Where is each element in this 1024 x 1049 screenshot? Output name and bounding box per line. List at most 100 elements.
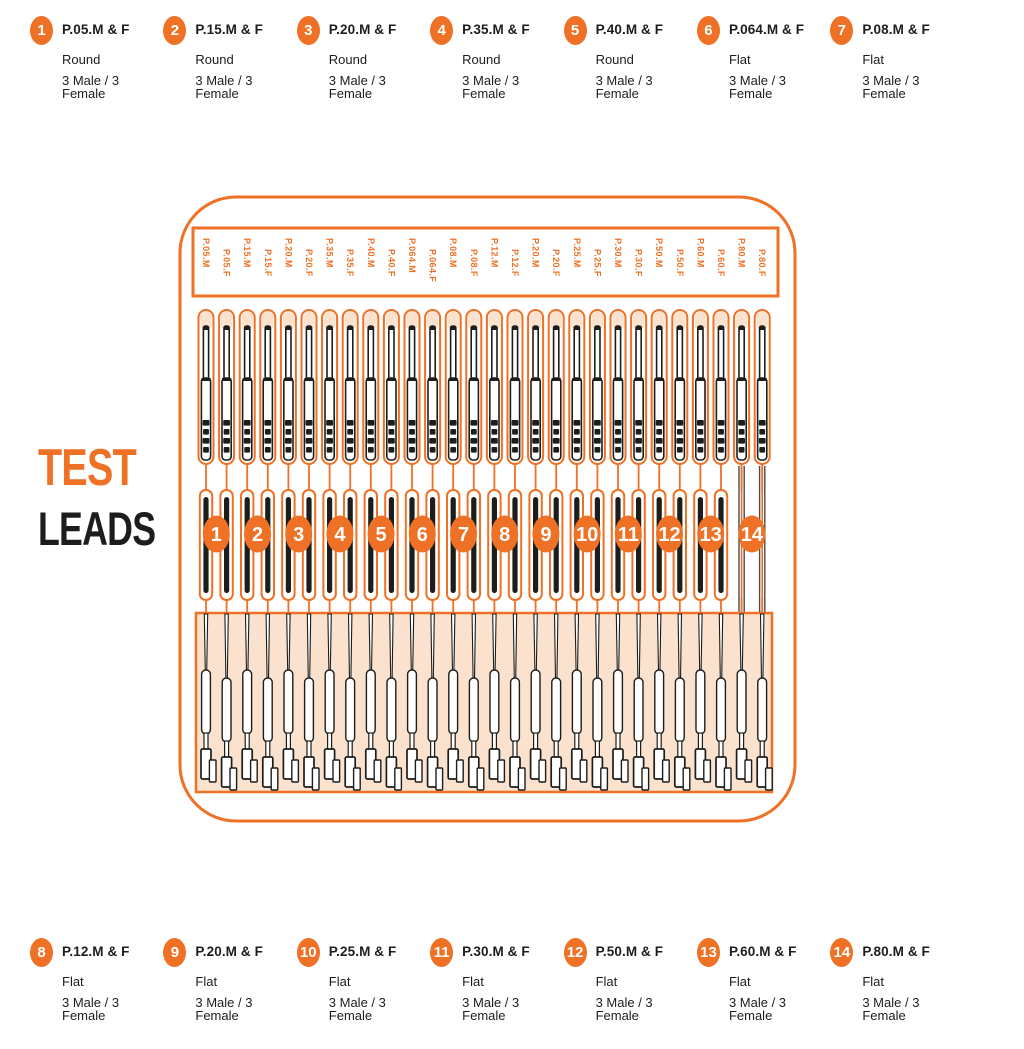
probe-sleeve bbox=[691, 309, 709, 465]
lead-shape: Flat bbox=[62, 973, 84, 989]
slot-label: P.064.M bbox=[407, 238, 417, 273]
pair-number-badge bbox=[244, 515, 271, 553]
part-number: P.60.M & F bbox=[728, 944, 797, 959]
connector-plug bbox=[488, 613, 506, 783]
pair-number: 9 bbox=[540, 524, 551, 546]
item-number-badge: 4 bbox=[430, 16, 454, 45]
probe-sleeve bbox=[671, 309, 689, 465]
probe-sleeve bbox=[238, 309, 256, 465]
connector-plug bbox=[756, 613, 773, 791]
lead-quantity: 3 Male / 3 Female bbox=[728, 994, 787, 1023]
slot-label: P.08.M bbox=[448, 238, 458, 268]
lead-quantity: 3 Male / 3 Female bbox=[62, 72, 120, 101]
slot-label: P.80.M bbox=[737, 238, 747, 268]
slot-label: P.30.M bbox=[613, 238, 623, 268]
pair-number-badge bbox=[491, 515, 519, 553]
item-number-badge: 9 bbox=[163, 938, 187, 967]
legend-item: 3 P.20.M & F Round 3 Male / 3 Female bbox=[296, 16, 430, 100]
probe-sleeve bbox=[259, 309, 277, 465]
part-number: P.50.M & F bbox=[595, 944, 664, 959]
probe-sleeve bbox=[733, 309, 751, 465]
lead-quantity: 3 Male / 3 Female bbox=[462, 72, 520, 101]
title-test: TEST bbox=[38, 439, 137, 497]
item-number-badge: 11 bbox=[430, 938, 454, 967]
item-number-badge: 12 bbox=[563, 938, 587, 967]
pair-number-badge bbox=[656, 515, 683, 553]
lead-shape: Round bbox=[328, 51, 368, 67]
lead-shape: Round bbox=[595, 51, 634, 67]
legend-item: 12 P.50.M & F Flat 3 Male / 3 Female bbox=[563, 938, 697, 1022]
connector-plug bbox=[447, 613, 464, 783]
pair-number-badge bbox=[450, 515, 477, 553]
lead-shape: Flat bbox=[862, 973, 885, 989]
legend-text: P.80.M & F Flat 3 Male / 3 Female bbox=[862, 938, 963, 1022]
slot-label: P.35.F bbox=[345, 249, 355, 277]
connector-plug bbox=[694, 613, 712, 783]
pair-number-badge bbox=[285, 515, 313, 553]
probe-sleeve bbox=[568, 309, 586, 465]
legend-item: 14 P.80.M & F Flat 3 Male / 3 Female bbox=[830, 938, 963, 1022]
item-number-badge: 7 bbox=[830, 16, 854, 45]
legend-item: 1 P.05.M & F Round 3 Male / 3 Female bbox=[30, 16, 163, 100]
probe-sleeve bbox=[218, 309, 236, 465]
connector-plug bbox=[673, 613, 691, 791]
connector-plug bbox=[529, 613, 547, 783]
connector-plug bbox=[200, 613, 217, 783]
legend-top-row: 1 P.05.M & F Round 3 Male / 3 Female 2 P… bbox=[30, 16, 964, 100]
item-number-badge: 6 bbox=[696, 16, 720, 45]
slot-label: P.20.M bbox=[283, 238, 293, 268]
lead-quantity: 3 Male / 3 Female bbox=[195, 994, 253, 1023]
pair-number-badge bbox=[367, 515, 395, 553]
probe-sleeve bbox=[547, 309, 565, 465]
slot-label: P.064.F bbox=[428, 249, 438, 282]
item-number-badge: 14 bbox=[830, 938, 854, 967]
lead-shape: Flat bbox=[195, 973, 218, 989]
legend-item: 4 P.35.M & F Round 3 Male / 3 Female bbox=[430, 16, 563, 100]
lead-shape: Flat bbox=[728, 973, 751, 989]
pair-number-badge bbox=[408, 515, 436, 553]
legend-item: 5 P.40.M & F Round 3 Male / 3 Female bbox=[563, 16, 697, 100]
pair-number-badge bbox=[532, 515, 560, 553]
connector-plug bbox=[282, 613, 300, 783]
pair-number: 14 bbox=[741, 524, 764, 546]
part-number: P.064.M & F bbox=[728, 22, 805, 37]
probe-sleeve bbox=[650, 309, 668, 465]
slot-label: P.30.F bbox=[634, 249, 644, 277]
legend-item: 13 P.60.M & F Flat 3 Male / 3 Female bbox=[696, 938, 830, 1023]
probe-sleeve bbox=[362, 309, 380, 465]
legend-text: P.50.M & F Flat 3 Male / 3 Female bbox=[596, 938, 697, 1022]
lead-quantity: 3 Male / 3 Female bbox=[328, 994, 386, 1023]
connector-plug bbox=[385, 613, 403, 791]
lead-quantity: 3 Male / 3 Female bbox=[728, 72, 787, 101]
slot-label: P.05.M bbox=[201, 238, 211, 268]
item-number-badge: 1 bbox=[30, 16, 53, 45]
pair-number: 2 bbox=[252, 524, 263, 546]
legend-text: P.30.M & F Flat 3 Male / 3 Female bbox=[462, 938, 563, 1022]
pair-number: 4 bbox=[334, 524, 346, 546]
connector-plug bbox=[364, 613, 382, 783]
part-number: P.15.M & F bbox=[195, 22, 263, 37]
connector-plug bbox=[715, 613, 732, 791]
part-number: P.05.M & F bbox=[62, 22, 130, 37]
lead-quantity: 3 Male / 3 Female bbox=[595, 72, 653, 101]
slot-label: P.05.F bbox=[222, 249, 232, 277]
probe-sleeve bbox=[300, 309, 318, 465]
pair-number: 10 bbox=[576, 524, 598, 546]
probe-sleeve bbox=[527, 309, 545, 465]
legend-text: P.40.M & F Round 3 Male / 3 Female bbox=[596, 16, 697, 100]
part-number: P.08.M & F bbox=[862, 22, 930, 37]
part-number: P.40.M & F bbox=[595, 22, 664, 37]
slot-label: P.50.F bbox=[675, 249, 685, 277]
connector-plug bbox=[612, 613, 629, 783]
lead-quantity: 3 Male / 3 Female bbox=[862, 994, 920, 1023]
connector-plug bbox=[406, 613, 423, 783]
connector-plug bbox=[241, 613, 258, 783]
item-number-badge: 13 bbox=[696, 938, 720, 967]
slot-label: P.08.F bbox=[469, 249, 479, 277]
pair-number: 11 bbox=[618, 524, 639, 546]
pair-number-badge bbox=[738, 515, 766, 553]
legend-item: 11 P.30.M & F Flat 3 Male / 3 Female bbox=[430, 938, 563, 1022]
legend-text: P.12.M & F Flat 3 Male / 3 Female bbox=[62, 938, 163, 1022]
lead-shape: Flat bbox=[328, 973, 351, 989]
connector-plug bbox=[509, 613, 526, 791]
